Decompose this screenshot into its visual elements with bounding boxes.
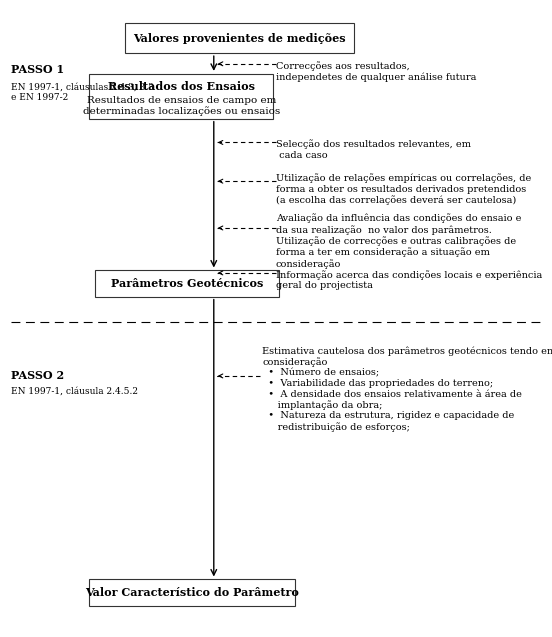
Text: Selecção dos resultados relevantes, em
 cada caso: Selecção dos resultados relevantes, em c… — [276, 140, 471, 159]
Bar — [89, 74, 273, 118]
Text: EN 1997-1, cláusulas 2.4.3, 3.3
e EN 1997-2: EN 1997-1, cláusulas 2.4.3, 3.3 e EN 199… — [11, 83, 153, 102]
Bar — [95, 271, 279, 297]
Text: Resultados dos Ensaios: Resultados dos Ensaios — [108, 81, 255, 92]
Text: Valores provenientes de medições: Valores provenientes de medições — [133, 32, 346, 44]
Bar — [125, 23, 354, 53]
Text: Informação acerca das condições locais e experiência
geral do projectista: Informação acerca das condições locais e… — [276, 270, 542, 290]
Text: Resultados de ensaios de campo em
determinadas localizações ou ensaios: Resultados de ensaios de campo em determ… — [83, 96, 280, 117]
Bar — [89, 580, 295, 606]
Text: Correcções aos resultados,
independetes de qualquer análise futura: Correcções aos resultados, independetes … — [276, 61, 476, 82]
Text: Valor Característico do Parâmetro: Valor Característico do Parâmetro — [85, 587, 299, 598]
Text: Estimativa cautelosa dos parâmetros geotécnicos tendo em
consideração
  •  Númer: Estimativa cautelosa dos parâmetros geot… — [263, 347, 552, 432]
Text: Avaliação da influência das condições do ensaio e
da sua realização  no valor do: Avaliação da influência das condições do… — [276, 213, 522, 269]
Text: PASSO 1: PASSO 1 — [11, 64, 64, 75]
Text: Parâmetros Geotécnicos: Parâmetros Geotécnicos — [110, 278, 263, 289]
Text: PASSO 2: PASSO 2 — [11, 369, 64, 381]
Text: EN 1997-1, cláusula 2.4.5.2: EN 1997-1, cláusula 2.4.5.2 — [11, 387, 138, 396]
Text: Utilização de relações empíricas ou correlações, de
forma a obter os resultados : Utilização de relações empíricas ou corr… — [276, 174, 531, 205]
